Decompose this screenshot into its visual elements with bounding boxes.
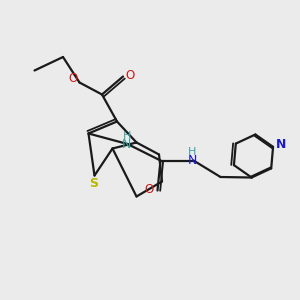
Text: N: N: [187, 154, 197, 167]
Text: O: O: [145, 183, 154, 196]
Text: H: H: [188, 147, 196, 157]
Text: S: S: [89, 177, 98, 190]
Text: H: H: [123, 130, 132, 141]
Text: N: N: [275, 138, 286, 151]
Text: O: O: [68, 72, 77, 86]
Text: N: N: [121, 137, 131, 151]
Text: O: O: [125, 69, 134, 82]
